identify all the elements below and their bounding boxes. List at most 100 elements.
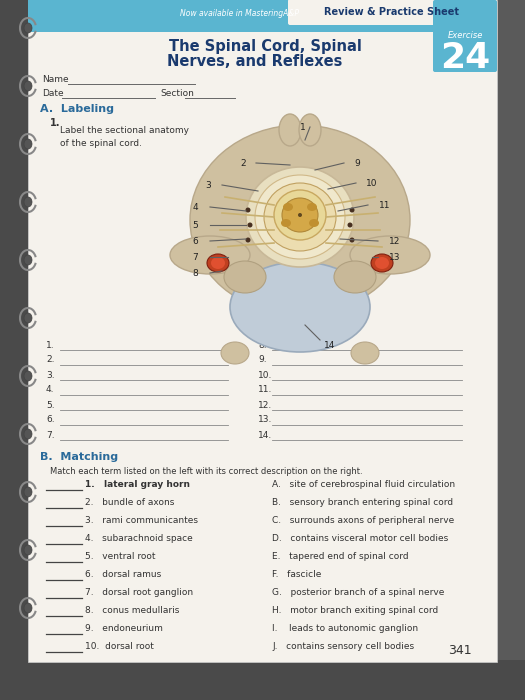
Text: Match each term listed on the left with its correct description on the right.: Match each term listed on the left with … (50, 467, 363, 476)
Text: Nerves, and Reflexes: Nerves, and Reflexes (167, 55, 343, 69)
Ellipse shape (24, 371, 32, 381)
Text: E.   tapered end of spinal cord: E. tapered end of spinal cord (272, 552, 408, 561)
Ellipse shape (350, 207, 354, 213)
Text: 11.: 11. (258, 386, 272, 395)
Text: G.   posterior branch of a spinal nerve: G. posterior branch of a spinal nerve (272, 588, 444, 597)
Ellipse shape (255, 175, 345, 259)
Text: 13.: 13. (258, 416, 272, 424)
Text: 2: 2 (240, 158, 246, 167)
Bar (497, 0, 525, 700)
Text: 7: 7 (192, 253, 198, 262)
Text: I.    leads to autonomic ganglion: I. leads to autonomic ganglion (272, 624, 418, 633)
Ellipse shape (246, 237, 250, 242)
Text: 12: 12 (389, 237, 401, 246)
Ellipse shape (371, 254, 393, 272)
Text: 5.   ventral root: 5. ventral root (85, 552, 155, 561)
Text: C.   surrounds axons of peripheral nerve: C. surrounds axons of peripheral nerve (272, 516, 454, 525)
Text: 3: 3 (205, 181, 211, 190)
Text: 13: 13 (389, 253, 401, 262)
Text: B.   sensory branch entering spinal cord: B. sensory branch entering spinal cord (272, 498, 453, 507)
Text: 10.  dorsal root: 10. dorsal root (85, 642, 154, 651)
Text: Section: Section (160, 89, 194, 98)
Ellipse shape (375, 257, 389, 269)
Ellipse shape (299, 114, 321, 146)
Ellipse shape (298, 213, 302, 217)
Text: 2.: 2. (46, 356, 55, 365)
Ellipse shape (24, 81, 32, 91)
Text: 341: 341 (448, 643, 472, 657)
Ellipse shape (24, 429, 32, 439)
Text: The Spinal Cord, Spinal: The Spinal Cord, Spinal (169, 38, 361, 53)
Ellipse shape (334, 261, 376, 293)
Ellipse shape (350, 236, 430, 274)
Ellipse shape (246, 167, 354, 267)
Ellipse shape (24, 545, 32, 555)
Ellipse shape (281, 219, 291, 227)
Ellipse shape (282, 198, 318, 232)
Text: 7.   dorsal root ganglion: 7. dorsal root ganglion (85, 588, 193, 597)
Text: 4: 4 (192, 202, 198, 211)
Ellipse shape (264, 183, 336, 251)
Text: 24: 24 (440, 41, 490, 75)
Text: 6.: 6. (46, 416, 55, 424)
Text: Date: Date (42, 89, 64, 98)
Text: 2.   bundle of axons: 2. bundle of axons (85, 498, 174, 507)
Text: 8: 8 (192, 269, 198, 277)
Ellipse shape (24, 23, 32, 33)
Ellipse shape (351, 342, 379, 364)
Ellipse shape (279, 114, 301, 146)
Text: Label the sectional anatomy
of the spinal cord.: Label the sectional anatomy of the spina… (60, 126, 189, 148)
Text: 6: 6 (192, 237, 198, 246)
Text: 1: 1 (300, 122, 306, 132)
Bar (28, 0, 497, 662)
Text: A.   site of cerebrospinal fluid circulation: A. site of cerebrospinal fluid circulati… (272, 480, 455, 489)
Ellipse shape (283, 203, 293, 211)
Bar (0, 0, 28, 700)
Ellipse shape (24, 603, 32, 613)
Ellipse shape (348, 223, 352, 228)
Text: 8.: 8. (258, 340, 267, 349)
Text: 8.   conus medullaris: 8. conus medullaris (85, 606, 180, 615)
Ellipse shape (170, 236, 250, 274)
Text: 14: 14 (324, 340, 335, 349)
Text: 12.: 12. (258, 400, 272, 410)
Text: 4.   subarachnoid space: 4. subarachnoid space (85, 534, 193, 543)
Ellipse shape (24, 313, 32, 323)
Text: Name: Name (42, 75, 69, 84)
Ellipse shape (274, 190, 326, 240)
Text: 4.: 4. (46, 386, 55, 395)
Text: 5.: 5. (46, 400, 55, 410)
Ellipse shape (247, 223, 253, 228)
Ellipse shape (24, 487, 32, 497)
Text: D.   contains visceral motor cell bodies: D. contains visceral motor cell bodies (272, 534, 448, 543)
Text: 9: 9 (354, 158, 360, 167)
Text: 6.   dorsal ramus: 6. dorsal ramus (85, 570, 161, 579)
Text: Now available in MasteringA&P: Now available in MasteringA&P (181, 10, 299, 18)
Text: 1.   lateral gray horn: 1. lateral gray horn (85, 480, 190, 489)
FancyBboxPatch shape (288, 0, 497, 25)
Ellipse shape (307, 203, 317, 211)
Text: 5: 5 (192, 220, 198, 230)
Text: H.   motor branch exiting spinal cord: H. motor branch exiting spinal cord (272, 606, 438, 615)
Bar (0, 660, 525, 700)
Text: 3.   rami communicantes: 3. rami communicantes (85, 516, 198, 525)
Text: 9.   endoneurium: 9. endoneurium (85, 624, 163, 633)
Text: 10: 10 (366, 178, 377, 188)
Text: B.  Matching: B. Matching (40, 452, 118, 462)
Text: Exercise: Exercise (447, 32, 482, 41)
Text: 3.: 3. (46, 370, 55, 379)
FancyBboxPatch shape (433, 0, 497, 72)
Text: 11: 11 (379, 200, 391, 209)
Text: 14.: 14. (258, 430, 272, 440)
Text: A.  Labeling: A. Labeling (40, 104, 114, 114)
Ellipse shape (24, 255, 32, 265)
Text: 1.: 1. (50, 118, 60, 128)
Text: 1.: 1. (46, 340, 55, 349)
Ellipse shape (224, 261, 266, 293)
Ellipse shape (230, 262, 370, 352)
Ellipse shape (190, 125, 410, 315)
Ellipse shape (211, 257, 225, 269)
Ellipse shape (246, 207, 250, 213)
Bar (28, 0, 497, 32)
Text: 9.: 9. (258, 356, 267, 365)
